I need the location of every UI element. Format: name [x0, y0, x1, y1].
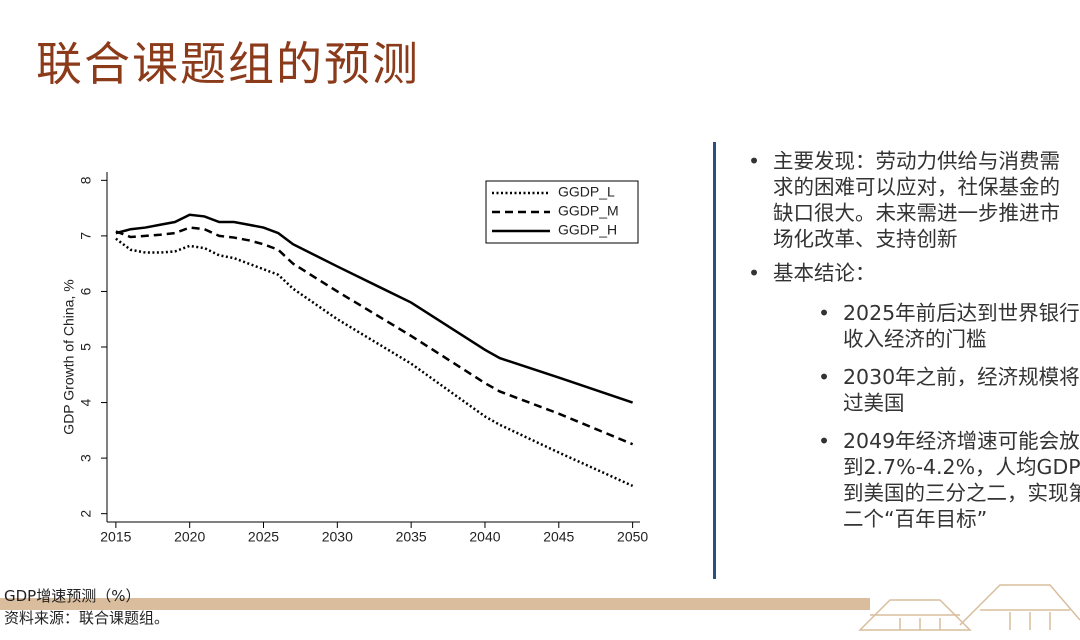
legend-label: GGDP_M: [558, 203, 619, 219]
x-tick-label: 2050: [617, 529, 648, 545]
series-line: [115, 226, 634, 446]
series-line: [115, 213, 634, 404]
y-tick-label: 6: [78, 287, 94, 295]
y-tick-label: 2: [78, 510, 94, 518]
sub-bullet: 2049年经济增速可能会放缓到2.7%-4.2%，人均GDP达到美国的三分之二，…: [818, 428, 1080, 532]
legend-label: GGDP_L: [558, 184, 615, 200]
chart: 2 3 4 5 6 7 8 2015 2020 2025 2030 2035 2040 2045 2050 G…: [61, 172, 648, 545]
sub-bullet-list: 2025年前后达到世界银行高收入经济的门槛 2030年之前，经济规模将超过美国 …: [773, 300, 1080, 532]
legend-label: GGDP_H: [558, 222, 617, 238]
decor-band: [0, 598, 870, 610]
x-tick-label: 2015: [100, 529, 131, 545]
source: 资料来源：联合课题组。: [4, 609, 170, 627]
x-tick-label: 2045: [543, 529, 574, 545]
series-line: [115, 237, 634, 488]
decor-building: [858, 584, 1080, 631]
x-tick-label: 2035: [396, 529, 427, 545]
slide-title: 联合课题组的预测: [36, 37, 420, 91]
sub-bullet: 2025年前后达到世界银行高收入经济的门槛: [818, 300, 1080, 352]
x-tick-label: 2025: [248, 529, 279, 545]
caption: GDP增速预测（%）: [4, 587, 141, 605]
x-tick-label: 2030: [322, 529, 353, 545]
y-tick-label: 4: [78, 398, 94, 406]
y-tick-label: 3: [78, 454, 94, 462]
y-tick-label: 5: [78, 343, 94, 351]
x-tick-label: 2020: [174, 529, 205, 545]
y-tick-label: 8: [78, 176, 94, 184]
x-tick-label: 2040: [469, 529, 500, 545]
bullet: 基本结论： 2025年前后达到世界银行高收入经济的门槛 2030年之前，经济规模…: [748, 260, 1080, 532]
bullet-text: 基本结论：: [773, 261, 876, 285]
sub-bullet: 2030年之前，经济规模将超过美国: [818, 364, 1080, 416]
divider: [713, 142, 716, 579]
bullet-list: 主要发现：劳动力供给与消费需求的困难可以应对，社保基金的缺口很大。未来需进一步推…: [748, 148, 1080, 544]
y-axis-label: GDP Growth of China, %: [61, 279, 77, 434]
bullet: 主要发现：劳动力供给与消费需求的困难可以应对，社保基金的缺口很大。未来需进一步推…: [748, 148, 1073, 252]
y-tick-label: 7: [78, 232, 94, 240]
